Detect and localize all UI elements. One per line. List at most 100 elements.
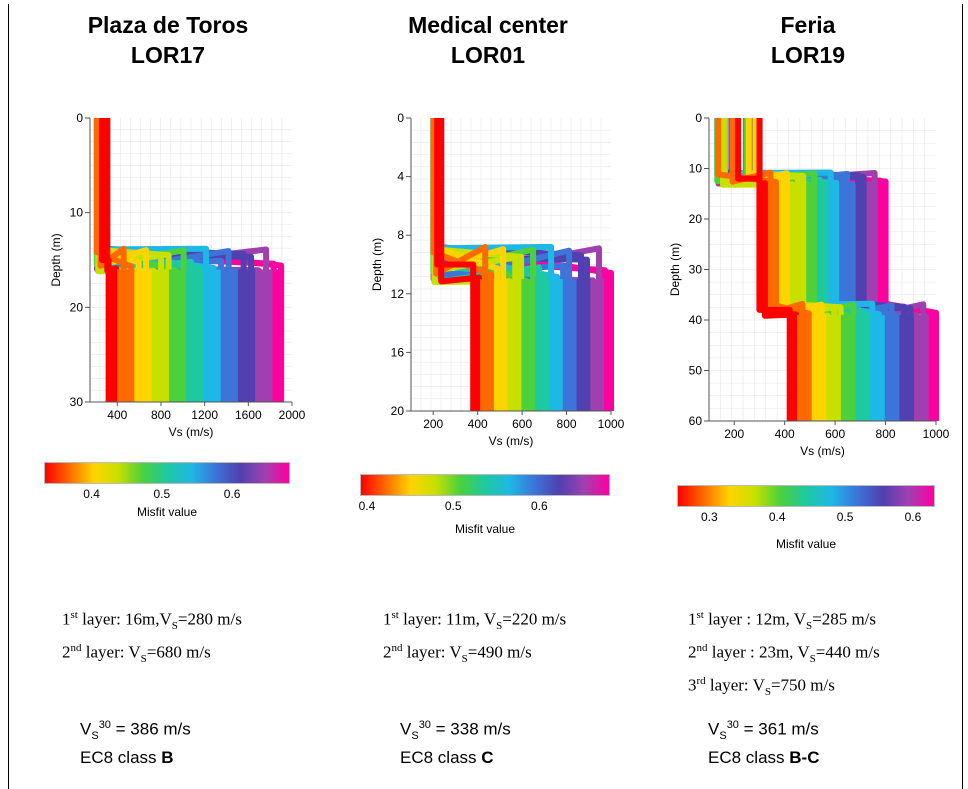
vs30-value: VS30 = 338 m/s [400,719,511,743]
profile-band [925,314,929,421]
colorbar-label: Misfit value [454,522,516,536]
y-tick-label: 30 [70,395,84,409]
profile-band [800,314,805,421]
profile-band [583,279,588,411]
profile-band [531,279,536,411]
profile-band [268,269,273,402]
profile-band [108,269,114,402]
colorbar-gradient [360,474,610,496]
profile-band [203,269,209,402]
profile-band [117,269,122,402]
layer-1-line: 1st layer : 12m, VS=285 m/s [688,609,877,633]
colorbar-tick-label: 0.6 [531,499,548,513]
profile-band [272,269,278,402]
y-tick-label: 4 [397,170,404,184]
plot-area: 200 400 600 800 1000 0 4 8 12 16 20 Vs (m/s) Depth (… [370,111,625,448]
profile-band [833,314,838,421]
y-tick-label: 20 [689,212,703,226]
profile-band [524,279,529,411]
profile-band [873,314,878,421]
profile-band [160,269,165,402]
profile-band [804,314,809,421]
layer-1-line: 1st layer: 11m, VS=220 m/s [383,609,567,633]
colorbar-label: Misfit value [775,537,837,551]
x-tick-label: 800 [557,417,577,431]
layer-1-line: 1st layer: 16m,VS=280 m/s [62,609,242,633]
profile-band [888,314,893,421]
plot-area: 400 800 1200 1600 2000 0 10 20 30 Vs (m/s) Depth (… [49,111,306,439]
profile-band [190,269,196,402]
profile-band [797,314,801,421]
profile-band [884,314,889,421]
colorbar-lor17: Misfit value 0.4 0.5 0.6 [44,462,290,522]
x-axis-label: Vs (m/s) [169,425,214,439]
profile-band [586,279,591,411]
profile-band [143,269,148,402]
y-tick-label: 60 [689,414,703,428]
x-tick-label: 800 [151,408,171,422]
site-code: LOR01 [450,42,526,68]
profile-band [538,279,543,411]
colorbar-tick-label: 0.5 [444,499,462,513]
y-tick-label: 10 [70,206,84,220]
profile-band [500,279,505,411]
profile-line [434,118,477,411]
site-name: Plaza de Toros [87,12,249,38]
profile-band [216,269,221,402]
profile-band [497,279,502,411]
profile-band [156,269,161,402]
profile-band [576,279,581,411]
vs30-summary-lor01: VS30 = 338 m/s EC8 class C [400,714,511,769]
profile-band [199,269,204,402]
profile-band [877,314,882,421]
ec8-class: EC8 class B-C [708,748,820,768]
colorbar-tick-label: 0.5 [153,487,171,501]
profile-band [859,314,864,421]
profile-band [789,314,794,421]
y-tick-label: 0 [397,111,404,125]
colorbar-lor01: Misfit value 0.4 0.5 0.6 [358,474,610,536]
profile-band [932,314,937,421]
profile-band [473,279,477,411]
profile-band [607,279,612,411]
profile-band [837,314,842,421]
profile-band [250,269,256,402]
profile-band [840,314,845,421]
profile-band [590,279,595,411]
x-tick-label: 1000 [598,417,625,431]
y-tick-label: 16 [391,345,405,359]
profile-band [476,279,481,411]
profile-band [881,314,886,421]
y-axis-label: Depth (m) [370,238,384,291]
vs30-summary-lor19: VS30 = 361 m/s EC8 class B-C [708,714,819,769]
profile-band [848,314,853,421]
profile-band [518,279,522,411]
profile-band [207,269,213,402]
profile-band [220,269,226,402]
layer-summary-lor17: 1st layer: 16m,VS=280 m/s 2nd layer: VS=… [62,604,242,670]
y-tick-label: 30 [689,263,703,277]
colorbar-tick-label: 0.4 [358,499,376,513]
y-axis-label: Depth (m) [668,243,682,296]
x-tick-label: 1000 [923,427,950,441]
profile-band [173,269,178,402]
profile-band [597,279,601,411]
profile-band [910,314,915,421]
profile-band [151,269,157,402]
colorbar-tick-label: 0.4 [768,510,786,524]
profile-band [604,279,608,411]
profile-band [186,269,191,402]
site-name: Medical center [408,12,568,38]
x-tick-label: 2000 [279,408,306,422]
profile-band [815,314,820,421]
profile-band [181,269,187,402]
profile-band [480,279,484,411]
y-tick-label: 12 [391,287,405,301]
profile-band [259,269,265,402]
profile-band [147,269,152,402]
ec8-class: EC8 class B [80,748,174,768]
profile-band [490,279,495,411]
colorbar-tick-label: 0.6 [223,487,241,501]
profile-band [818,314,823,421]
